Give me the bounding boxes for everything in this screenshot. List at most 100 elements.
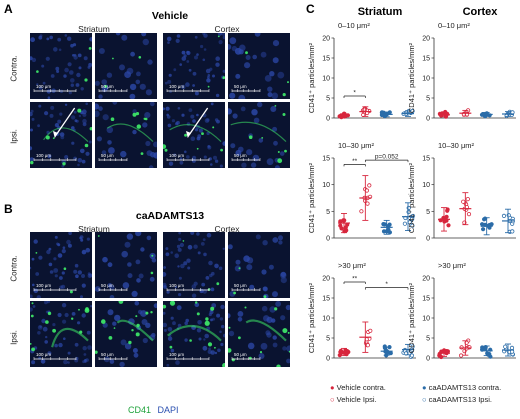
a-micrograph-ipsi-cortex-overview: 100 μm: [163, 102, 225, 168]
b-micrograph-contra-striatum-zoom: 50 μm: [95, 232, 157, 298]
y-tick-label: 5: [426, 96, 430, 103]
scale-bar-label: 100 μm: [36, 84, 52, 89]
y-tick-label: 10: [422, 182, 430, 189]
data-point: [481, 227, 486, 232]
y-tick-label: 15: [322, 56, 330, 63]
panel-c-col-cortex: Cortex: [462, 6, 498, 18]
a-micrograph-ipsi-cortex-zoom: 50 μm: [228, 102, 290, 168]
y-tick-label: 5: [326, 336, 330, 343]
data-point: [381, 229, 387, 234]
data-point: [461, 199, 466, 204]
a-micrograph-contra-cortex-zoom: 50 μm: [228, 33, 290, 99]
data-point: [359, 209, 364, 214]
y-tick-label: 15: [322, 156, 330, 163]
sig-r1a-label: **: [352, 158, 358, 165]
panel-a-col-striatum: Striatum: [78, 24, 110, 34]
sig-r2b-label: *: [385, 281, 388, 288]
y-axis-label: CD41⁺ particles/mm²: [307, 282, 316, 353]
b-micrograph-contra-cortex-zoom: 50 μm: [228, 232, 290, 298]
chart-row-title: 10–30 μm²: [338, 141, 375, 150]
scale-bar-label: 50 μm: [101, 153, 114, 158]
data-point: [466, 212, 472, 217]
y-tick-label: 20: [422, 36, 430, 43]
data-point: [445, 207, 450, 212]
b-micrograph-ipsi-cortex-overview: 100 μm: [163, 301, 225, 367]
data-point: [338, 223, 343, 228]
legend-cd41: CD41: [128, 405, 152, 415]
data-point: [402, 221, 408, 226]
y-tick-label: 5: [326, 209, 330, 216]
scale-bar-label: 100 μm: [169, 153, 185, 158]
scale-bar-label: 100 μm: [169, 283, 185, 288]
panel-a-letter: A: [4, 2, 13, 16]
legend-dapi: DAPI: [157, 405, 179, 415]
data-point: [337, 352, 342, 358]
y-tick-label: 10: [322, 182, 330, 189]
data-point: [446, 223, 451, 228]
data-point: [365, 201, 370, 206]
y-tick-label: 0: [326, 356, 330, 363]
chart-legend: ● Vehicle contra. ● caADAMTS13 contra. ○…: [330, 383, 520, 417]
scale-bar-label: 50 μm: [234, 283, 247, 288]
y-tick-label: 15: [422, 56, 430, 63]
y-axis-label: CD41⁺ particles/mm²: [407, 42, 416, 113]
data-point: [459, 353, 464, 358]
a-micrograph-contra-striatum-overview: 100 μm: [30, 33, 92, 99]
y-tick-label: 20: [322, 276, 330, 283]
scale-bar-label: 100 μm: [36, 283, 52, 288]
data-point: [367, 183, 372, 188]
data-point: [365, 343, 371, 348]
y-tick-label: 5: [326, 96, 330, 103]
panel-b-col-striatum: Striatum: [78, 224, 110, 234]
sig-r1b-label: p=0.052: [375, 154, 399, 161]
chart-row-title: 10–30 μm²: [438, 141, 475, 150]
scale-bar-label: 50 μm: [234, 352, 247, 357]
data-point: [386, 227, 391, 232]
data-point: [409, 353, 415, 358]
data-point: [503, 344, 508, 349]
y-tick-label: 5: [426, 209, 430, 216]
panel-b-letter: B: [4, 202, 13, 216]
y-axis-label: CD41⁺ particles/mm²: [407, 282, 416, 353]
a-micrograph-contra-striatum-zoom: 50 μm: [95, 33, 157, 99]
data-point: [410, 223, 415, 228]
panel-b-col-cortex: Cortex: [214, 224, 240, 234]
panel-a-col-cortex: Cortex: [214, 24, 240, 34]
b-micrograph-ipsi-striatum-zoom: 50 μm: [95, 301, 157, 367]
b-micrograph-contra-striatum-overview: 100 μm: [30, 232, 92, 298]
data-point: [387, 222, 392, 227]
chart-row-title: 0–10 μm²: [438, 21, 470, 30]
sig-r0-label: *: [353, 90, 356, 97]
scale-bar-label: 100 μm: [169, 352, 185, 357]
y-tick-label: 0: [426, 356, 430, 363]
y-tick-label: 0: [326, 236, 330, 243]
y-tick-label: 5: [426, 336, 430, 343]
data-point: [382, 345, 388, 350]
panel-a-row-ipsi: Ipsi.: [9, 129, 19, 144]
y-tick-label: 0: [426, 116, 430, 123]
y-axis-label: CD41⁺ particles/mm²: [407, 162, 416, 233]
legend-ca-contra: ● caADAMTS13 contra.: [422, 383, 502, 392]
y-tick-label: 20: [422, 276, 430, 283]
y-tick-label: 10: [422, 316, 430, 323]
y-tick-label: 0: [426, 236, 430, 243]
chart-row-title: 0–10 μm²: [338, 21, 370, 30]
data-point: [506, 213, 511, 218]
panel-a-title: Vehicle: [151, 10, 189, 22]
sig-r2a-label: **: [352, 276, 358, 283]
y-tick-label: 10: [422, 76, 430, 83]
scale-bar-label: 100 μm: [169, 84, 185, 89]
b-micrograph-contra-cortex-overview: 100 μm: [163, 232, 225, 298]
chart-row-title: >30 μm²: [338, 261, 366, 270]
y-tick-label: 10: [322, 316, 330, 323]
data-point: [381, 222, 386, 227]
panel-a-row-contra: Contra.: [9, 55, 19, 82]
scale-bar-label: 100 μm: [36, 153, 52, 158]
legend-vehicle-contra: ● Vehicle contra.: [330, 383, 386, 392]
data-point: [501, 213, 507, 218]
y-tick-label: 0: [326, 116, 330, 123]
y-tick-label: 15: [422, 156, 430, 163]
b-micrograph-ipsi-striatum-overview: 100 μm: [30, 301, 92, 367]
data-point: [388, 351, 393, 356]
panel-b-title: caADAMTS13: [135, 210, 205, 222]
